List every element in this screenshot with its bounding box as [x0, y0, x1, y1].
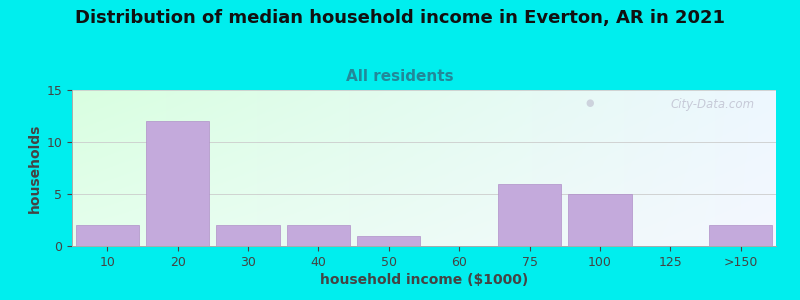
Text: ●: ● [586, 98, 594, 108]
Bar [286, 225, 350, 246]
Bar [568, 194, 632, 246]
X-axis label: household income ($1000): household income ($1000) [320, 273, 528, 287]
Text: All residents: All residents [346, 69, 454, 84]
Bar [357, 236, 421, 246]
Y-axis label: households: households [28, 123, 42, 213]
Bar [498, 184, 562, 246]
Text: City-Data.com: City-Data.com [670, 98, 755, 111]
Bar [146, 121, 210, 246]
Bar [75, 225, 139, 246]
Bar [216, 225, 280, 246]
Bar [709, 225, 773, 246]
Text: Distribution of median household income in Everton, AR in 2021: Distribution of median household income … [75, 9, 725, 27]
